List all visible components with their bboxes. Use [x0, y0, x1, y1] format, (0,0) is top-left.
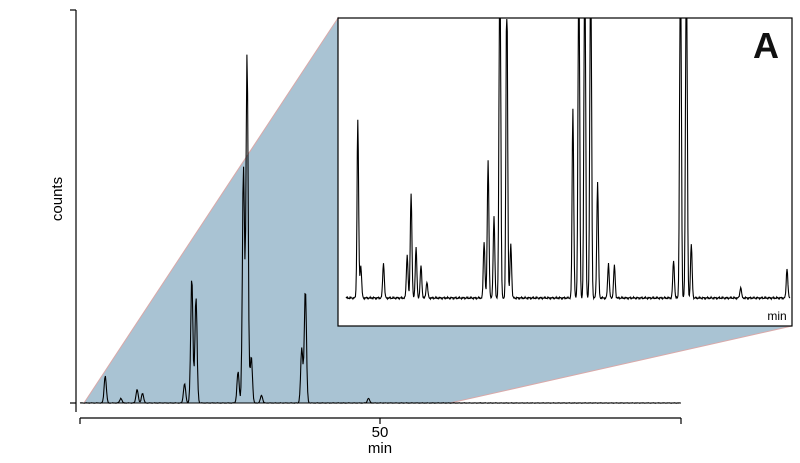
- inset-chromatogram: [345, 18, 791, 301]
- chromatogram-trace: [79, 54, 681, 404]
- chromatogram-trace: [345, 18, 791, 301]
- peak-9: [247, 52, 248, 53]
- y-axis-label: counts: [49, 177, 66, 221]
- x-axis-label: min: [368, 440, 392, 457]
- x-tick-label-50: 50: [372, 424, 389, 441]
- inset-frame: [337, 17, 793, 327]
- panel-letter: A: [753, 25, 779, 66]
- main-chromatogram: [79, 52, 681, 404]
- inset-x-axis-label: min: [767, 309, 786, 323]
